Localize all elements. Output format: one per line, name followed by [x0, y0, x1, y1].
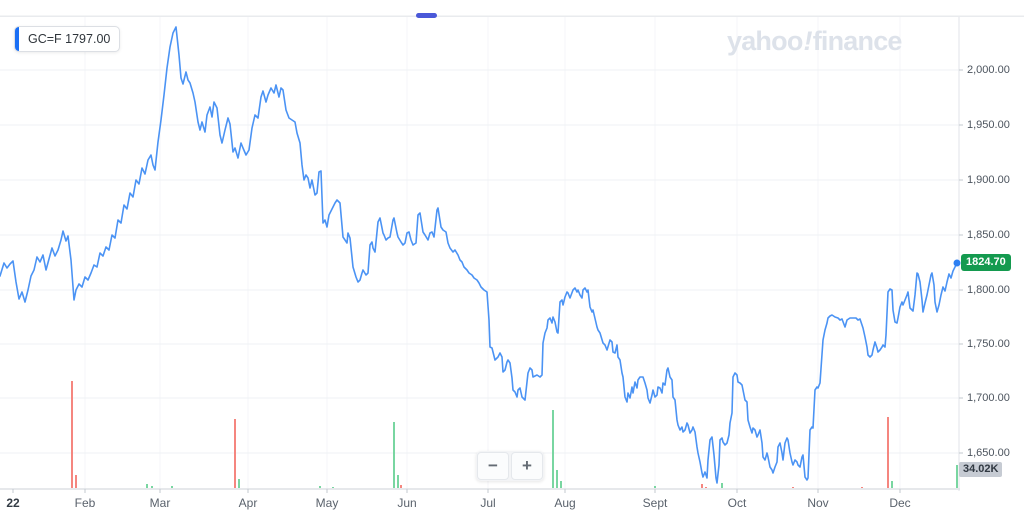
x-axis-label: Oct — [727, 496, 747, 510]
y-axis-label: 1,650.00 — [967, 447, 1010, 459]
y-axis-label: 1,800.00 — [967, 284, 1010, 296]
x-axis-label: Jun — [397, 496, 417, 510]
x-axis-label: 22 — [6, 496, 20, 510]
volume-bar — [332, 487, 334, 488]
watermark-finance: finance — [812, 26, 903, 56]
volume-bar — [560, 481, 562, 488]
volume-bar — [701, 484, 703, 488]
volume-bar — [393, 422, 395, 488]
x-axis-label: Jul — [480, 496, 496, 510]
yahoo-finance-watermark: yahoo!finance — [727, 26, 902, 57]
volume-bar — [721, 483, 723, 488]
volume-bar — [238, 479, 240, 488]
x-axis-label: Dec — [889, 496, 911, 510]
legend-badge: GC=F 1797.00 — [14, 26, 121, 52]
volume-bar — [556, 470, 558, 488]
volume-bar — [397, 475, 399, 488]
y-axis-label: 1,900.00 — [967, 174, 1010, 186]
legend-symbol-price: GC=F 1797.00 — [28, 32, 111, 46]
volume-badge: 34.02K — [959, 462, 1003, 477]
y-axis-label: 1,700.00 — [967, 392, 1010, 404]
volume-bar — [71, 381, 73, 488]
x-axis-label: Nov — [807, 496, 829, 510]
y-axis-label: 1,950.00 — [967, 119, 1010, 131]
volume-bar — [861, 487, 863, 488]
watermark-yahoo: yahoo — [727, 26, 803, 56]
y-axis-label: 1,850.00 — [967, 229, 1010, 241]
navigator-track — [0, 16, 1024, 17]
volume-bar — [887, 417, 889, 488]
zoom-controls: − + — [476, 451, 544, 481]
volume-bar — [319, 486, 321, 488]
legend-accent-bar — [15, 27, 19, 51]
volume-bar — [234, 419, 236, 488]
volume-bar — [146, 484, 148, 488]
y-axis-label: 2,000.00 — [967, 64, 1010, 76]
x-axis-label: Sept — [642, 496, 668, 510]
volume-bar — [151, 486, 153, 488]
volume-bar — [654, 486, 656, 488]
x-axis-label: Apr — [238, 496, 258, 510]
zoom-in-button[interactable]: + — [511, 452, 543, 480]
x-axis-label: Mar — [149, 496, 171, 510]
y-axis-label: 1,750.00 — [967, 338, 1010, 350]
volume-bar — [171, 486, 173, 488]
volume-bar — [400, 485, 402, 488]
volume-bar — [552, 410, 554, 488]
zoom-out-button[interactable]: − — [477, 452, 509, 480]
x-axis-label: Aug — [554, 496, 576, 510]
volume-bar — [891, 481, 893, 488]
volume-bar — [956, 465, 958, 488]
watermark-exclamation: ! — [803, 26, 813, 56]
volume-bar — [705, 487, 707, 488]
price-line — [0, 26, 958, 484]
x-axis-label: Feb — [74, 496, 96, 510]
volume-bar — [75, 475, 77, 488]
volume-bar — [792, 487, 794, 488]
navigator-handle[interactable] — [416, 13, 437, 18]
x-axis-label: May — [315, 496, 339, 510]
last-price-dot — [953, 259, 961, 267]
current-price-badge: 1824.70 — [961, 254, 1011, 271]
